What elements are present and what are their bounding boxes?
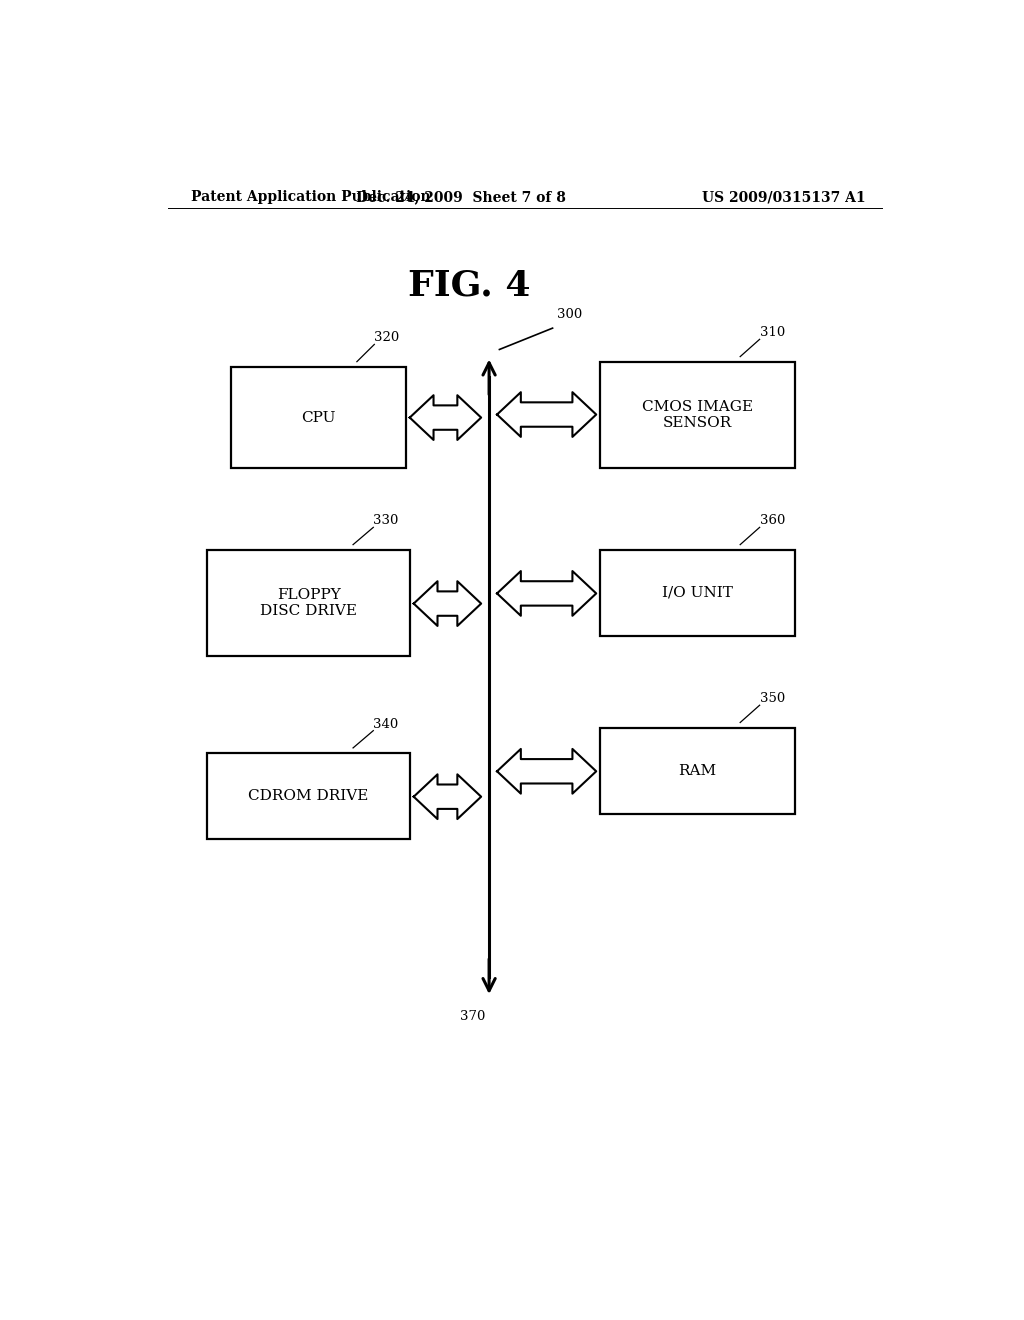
Text: 340: 340: [374, 718, 398, 731]
Text: 310: 310: [760, 326, 784, 339]
Text: 350: 350: [760, 692, 784, 705]
Text: FIG. 4: FIG. 4: [408, 268, 530, 302]
Text: FLOPPY
DISC DRIVE: FLOPPY DISC DRIVE: [260, 587, 357, 618]
Text: 300: 300: [557, 308, 582, 321]
Text: CDROM DRIVE: CDROM DRIVE: [249, 789, 369, 803]
Text: CMOS IMAGE
SENSOR: CMOS IMAGE SENSOR: [642, 400, 753, 430]
Bar: [600, 549, 795, 636]
Text: RAM: RAM: [678, 764, 717, 777]
Text: 330: 330: [374, 515, 398, 528]
Text: 370: 370: [460, 1010, 485, 1023]
Bar: [231, 367, 406, 469]
Bar: [600, 727, 795, 814]
Text: Dec. 24, 2009  Sheet 7 of 8: Dec. 24, 2009 Sheet 7 of 8: [356, 190, 566, 205]
Bar: [207, 752, 410, 840]
Bar: [207, 549, 410, 656]
Text: Patent Application Publication: Patent Application Publication: [191, 190, 431, 205]
Text: 360: 360: [760, 515, 785, 528]
Text: CPU: CPU: [301, 411, 336, 425]
Text: I/O UNIT: I/O UNIT: [662, 586, 733, 599]
Bar: [600, 362, 795, 469]
Text: 320: 320: [375, 331, 399, 345]
Text: US 2009/0315137 A1: US 2009/0315137 A1: [702, 190, 866, 205]
